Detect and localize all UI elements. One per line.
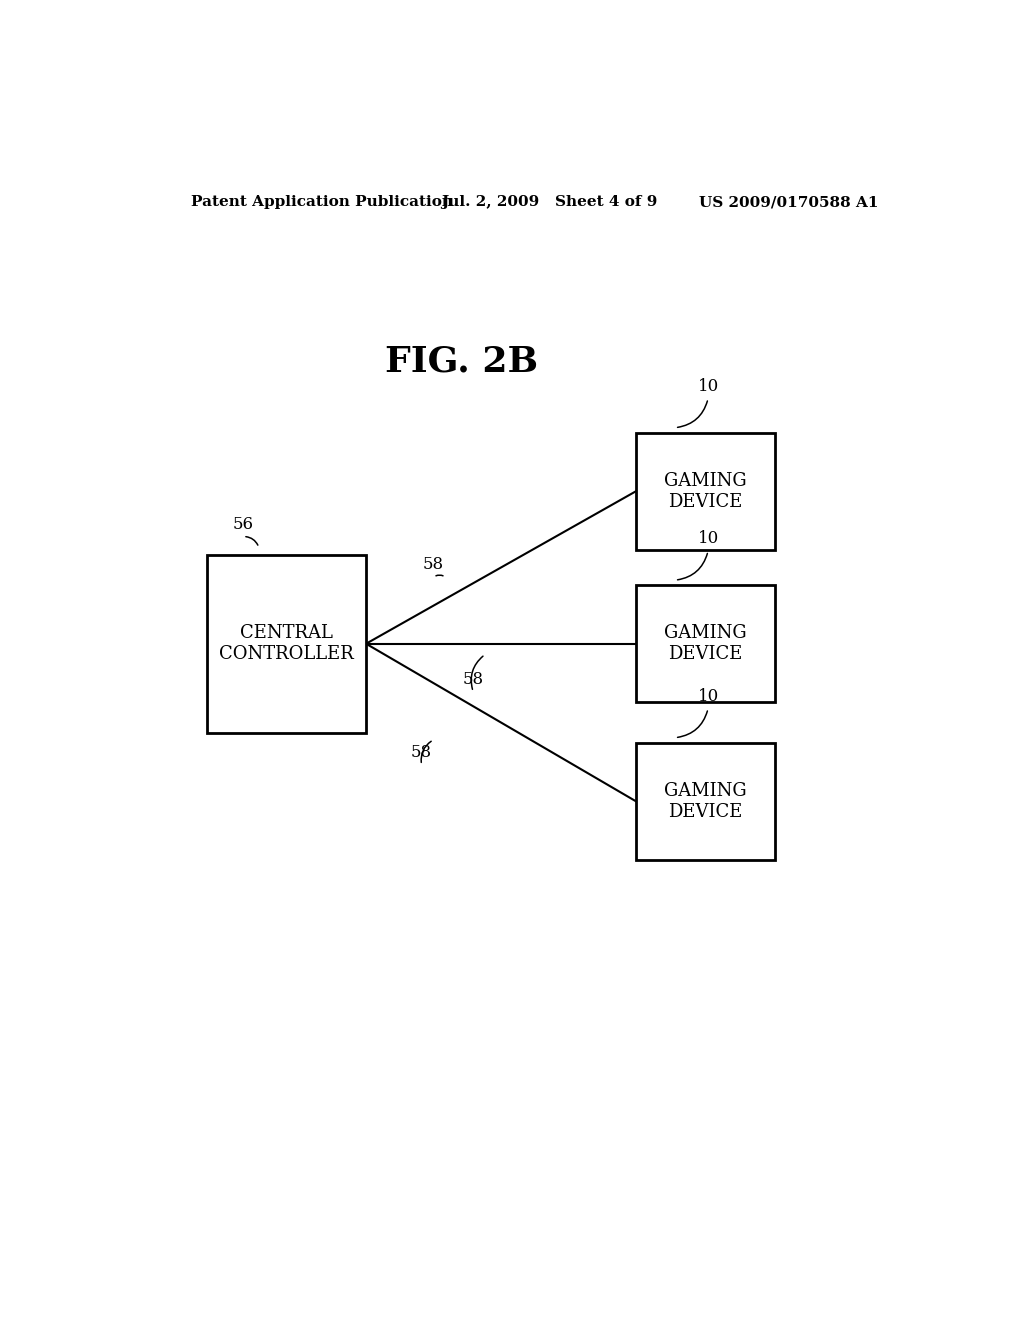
Bar: [207, 554, 367, 733]
Text: Patent Application Publication: Patent Application Publication: [191, 195, 454, 209]
Text: Jul. 2, 2009   Sheet 4 of 9: Jul. 2, 2009 Sheet 4 of 9: [441, 195, 657, 209]
Text: 10: 10: [697, 378, 719, 395]
Text: FIG. 2B: FIG. 2B: [385, 345, 538, 379]
Text: CENTRAL
CONTROLLER: CENTRAL CONTROLLER: [219, 624, 354, 663]
Text: 58: 58: [423, 557, 444, 573]
Text: 56: 56: [232, 516, 254, 533]
Text: GAMING
DEVICE: GAMING DEVICE: [664, 624, 746, 663]
Text: GAMING
DEVICE: GAMING DEVICE: [664, 781, 746, 821]
Bar: [636, 585, 775, 702]
Bar: [636, 433, 775, 549]
Text: 10: 10: [697, 531, 719, 546]
Text: 58: 58: [463, 672, 483, 688]
Text: 10: 10: [697, 688, 719, 705]
Bar: [636, 743, 775, 859]
Text: US 2009/0170588 A1: US 2009/0170588 A1: [699, 195, 879, 209]
Text: 58: 58: [411, 744, 432, 762]
Text: GAMING
DEVICE: GAMING DEVICE: [664, 471, 746, 511]
